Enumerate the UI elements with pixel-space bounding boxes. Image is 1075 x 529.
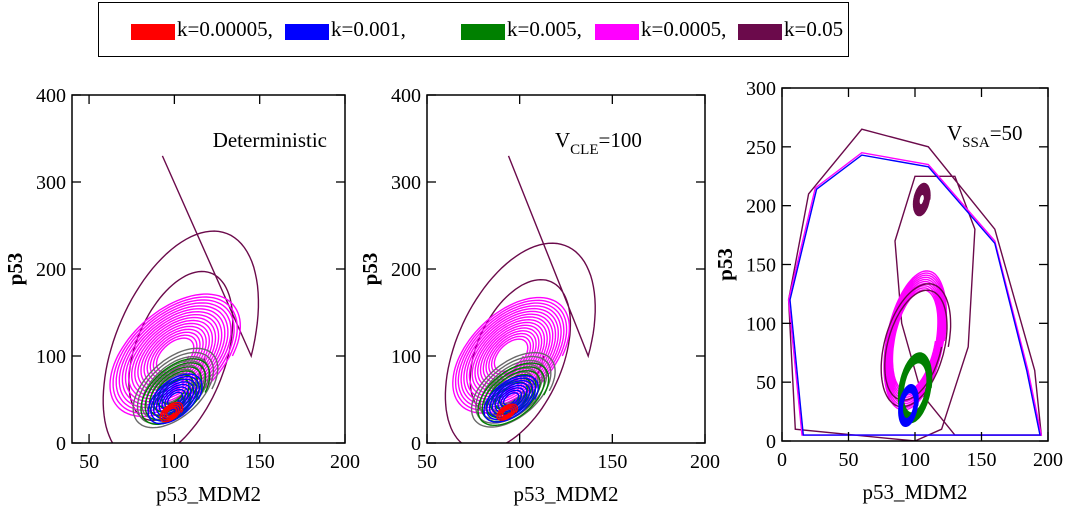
panel-annotation: VCLE=100 bbox=[555, 128, 642, 158]
x-tick-label: 200 bbox=[330, 451, 360, 473]
x-tick-label: 50 bbox=[79, 451, 99, 473]
legend-swatch bbox=[461, 24, 505, 40]
annotation-subscript: SSA bbox=[962, 135, 990, 151]
annotation-rest: =100 bbox=[599, 128, 642, 152]
x-tick-label: 100 bbox=[900, 449, 930, 471]
y-tick-label: 0 bbox=[766, 431, 776, 453]
x-tick-label: 150 bbox=[245, 451, 275, 473]
legend-item: k=0.005, bbox=[461, 18, 582, 40]
y-axis-label: p53 bbox=[713, 248, 737, 281]
chart-panel-1: 50 100 150 200 0 100 200 300 400 p53_MDM2 p53 Deter… bbox=[3, 85, 360, 506]
annotation-main: V bbox=[947, 121, 962, 145]
y-tick-label: 100 bbox=[746, 313, 776, 335]
legend-label: k=0.005, bbox=[507, 17, 582, 41]
annotation-rest: =50 bbox=[990, 121, 1023, 145]
trajectory-line bbox=[787, 151, 1043, 436]
trajectory-line bbox=[880, 283, 952, 408]
y-tick-label: 100 bbox=[36, 346, 66, 368]
legend-item: k=0.05 bbox=[738, 18, 843, 40]
panel-annotation: Deterministic bbox=[213, 128, 327, 152]
trajectory-line bbox=[477, 362, 550, 426]
legend-box: k=0.00005, k=0.001, k=0.005, k=0.0005, k=0.0… bbox=[98, 2, 849, 57]
x-tick-label: 0 bbox=[777, 449, 787, 471]
x-tick-label: 200 bbox=[690, 451, 720, 473]
trajectory-line bbox=[483, 374, 539, 423]
y-tick-label: 250 bbox=[746, 137, 776, 159]
trajectory-group bbox=[444, 155, 596, 443]
legend-swatch bbox=[738, 24, 782, 40]
y-tick-label: 0 bbox=[56, 433, 66, 455]
trajectory-line bbox=[897, 352, 933, 424]
panel-annotation: VSSA=50 bbox=[947, 121, 1023, 151]
y-tick-label: 200 bbox=[391, 259, 421, 281]
trajectory-line bbox=[912, 182, 931, 217]
x-tick-label: 150 bbox=[597, 451, 627, 473]
trajectory-group bbox=[787, 128, 1043, 441]
y-tick-label: 50 bbox=[756, 372, 776, 394]
trajectory-line bbox=[883, 270, 948, 411]
y-tick-label: 300 bbox=[36, 172, 66, 194]
trajectory-line bbox=[109, 293, 242, 418]
y-tick-label: 400 bbox=[36, 85, 66, 107]
trajectory-line bbox=[452, 296, 571, 414]
legend-label: k=0.00005, bbox=[177, 17, 273, 41]
legend-swatch bbox=[131, 24, 175, 40]
y-tick-label: 200 bbox=[36, 259, 66, 281]
y-tick-label: 300 bbox=[746, 78, 776, 100]
x-tick-label: 150 bbox=[967, 449, 997, 471]
chart-panel-3: 0 50 100 150 200 0 50 100 150 200 250 300 p53_MDM2 p5… bbox=[713, 78, 1063, 504]
y-tick-label: 150 bbox=[746, 255, 776, 277]
x-tick-label: 200 bbox=[1033, 449, 1063, 471]
legend-swatch bbox=[285, 24, 329, 40]
annotation-subscript: CLE bbox=[570, 142, 598, 158]
trajectory-line bbox=[789, 154, 1041, 436]
y-tick-label: 300 bbox=[391, 172, 421, 194]
legend-label: k=0.05 bbox=[784, 17, 844, 41]
legend-item: k=0.00005, bbox=[131, 18, 273, 40]
x-axis-label: p53_MDM2 bbox=[513, 482, 618, 506]
y-tick-label: 100 bbox=[391, 346, 421, 368]
y-tick-label: 0 bbox=[411, 433, 421, 455]
legend-item: k=0.001, bbox=[285, 18, 406, 40]
annotation-main: V bbox=[555, 128, 570, 152]
x-axis-label: p53_MDM2 bbox=[862, 480, 967, 504]
y-axis-label: p53 bbox=[3, 253, 27, 286]
chart-panel-2: 50 100 150 200 0 100 200 300 400 p53_MDM2 p53 VCLE=… bbox=[358, 85, 720, 506]
legend-item: k=0.0005, bbox=[595, 18, 726, 40]
x-tick-label: 100 bbox=[505, 451, 535, 473]
legend-label: k=0.001, bbox=[331, 17, 406, 41]
trajectory-line bbox=[444, 155, 596, 443]
x-tick-label: 100 bbox=[159, 451, 189, 473]
y-tick-label: 400 bbox=[391, 85, 421, 107]
legend-label: k=0.0005, bbox=[641, 17, 727, 41]
trajectory-line bbox=[159, 401, 184, 423]
trajectory-group bbox=[102, 155, 260, 443]
trajectory-line bbox=[496, 403, 518, 421]
y-axis-label: p53 bbox=[358, 253, 382, 286]
x-tick-label: 50 bbox=[417, 451, 437, 473]
x-axis-label: p53_MDM2 bbox=[156, 482, 261, 506]
y-tick-label: 200 bbox=[746, 196, 776, 218]
legend-swatch bbox=[595, 24, 639, 40]
trajectory-line bbox=[898, 384, 919, 427]
x-tick-label: 50 bbox=[839, 449, 859, 471]
